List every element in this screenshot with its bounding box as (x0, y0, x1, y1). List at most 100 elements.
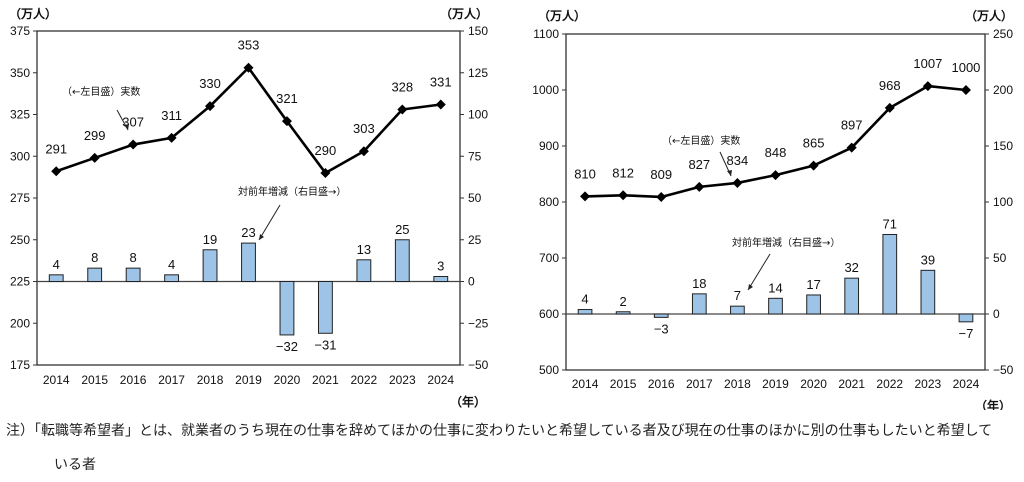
left-chart-left-tick-label: 350 (10, 66, 30, 80)
left-chart-x-tick-label: 2017 (158, 373, 185, 387)
left-chart-left-tick-label: 250 (10, 233, 30, 247)
left-chart-bar (202, 249, 218, 283)
left-chart-line-data-label: 299 (84, 128, 106, 143)
right-chart-bar-data-label: 39 (921, 252, 935, 267)
left-chart-right-tick-label: 50 (468, 191, 482, 205)
right-chart-bar (882, 233, 898, 315)
left-chart-left-tick-label: 225 (10, 275, 30, 289)
right-chart-annotation-line-arrowhead (727, 170, 732, 176)
left-chart-annotation-bar-arrow (258, 204, 281, 241)
left-chart-bar (241, 242, 256, 282)
left-chart-line-data-label: 330 (199, 76, 221, 91)
left-chart-bar (48, 274, 64, 283)
left-chart-annotation-bar: 対前年増減（右目盛→） (238, 185, 346, 198)
right-chart-x-tick-label: 2023 (915, 377, 942, 391)
right-chart-right-tick-label: 100 (993, 195, 1013, 209)
left-chart-right-tick-label: 150 (468, 24, 488, 38)
right-chart-left-unit-label: （万人） (538, 8, 586, 23)
left-chart-line-marker (397, 104, 408, 115)
right-chart-line-data-label: 827 (688, 157, 710, 172)
right-chart-left-tick-label: 600 (539, 307, 559, 321)
left-chart-x-tick-label: 2024 (427, 373, 454, 387)
left-chart-line-data-label: 311 (161, 108, 182, 123)
left-chart-bar-data-label: 4 (53, 257, 60, 272)
left-chart-bar (87, 267, 103, 283)
right-chart-x-tick-label: 2019 (762, 377, 789, 391)
right-chart-annotation-line: （←左目盛）実数 (662, 134, 740, 147)
left-chart-line-marker (166, 132, 177, 143)
right-chart-bar (920, 269, 936, 315)
right-chart-line-data-label: 834 (727, 153, 749, 168)
left-chart-right-tick-label: 0 (468, 275, 475, 289)
right-chart-line-data-label: 968 (879, 78, 901, 93)
left-chart-line-data-label: 321 (276, 91, 298, 106)
right-chart-bar (653, 313, 669, 318)
left-chart-left-unit-label: （万人） (9, 6, 57, 21)
right-chart-line-data-label: 1007 (913, 56, 942, 71)
left-chart-left-tick-label: 375 (10, 24, 30, 38)
left-chart-x-tick-label: 2015 (81, 373, 108, 387)
right-chart-bar (577, 309, 593, 315)
right-chart-x-tick-label: 2017 (686, 377, 713, 391)
right-chart-line-data-label: 848 (765, 145, 787, 160)
right-chart-x-tick-label: 2016 (648, 377, 675, 391)
left-chart-bar-data-label: −31 (314, 337, 336, 352)
left-chart-annotation-line: （←左目盛）実数 (62, 85, 140, 98)
left-chart-bar-data-label: 3 (437, 258, 444, 273)
right-chart-bar-data-label: −7 (959, 326, 974, 341)
left-chart-line-data-label: 328 (391, 79, 413, 94)
left-chart-line-data-label: 291 (45, 141, 67, 156)
right-chart-left-tick-label: 500 (539, 363, 559, 377)
right-chart-line-marker (770, 170, 781, 181)
right-chart-bar (958, 313, 974, 323)
left-chart-bar (164, 274, 180, 283)
footnote-line-1: 注）「転職等希望者」とは、就業者のうち現在の仕事を辞めてほかの仕事に変わりたいと… (6, 423, 993, 439)
left-chart-bar (317, 281, 333, 334)
right-chart-line-marker (656, 191, 667, 202)
left-chart-x-tick-label: 2018 (197, 373, 224, 387)
right-chart-left-tick-label: 800 (539, 195, 559, 209)
left-chart-x-tick-label: 2020 (274, 373, 301, 387)
left-chart-bar-data-label: −32 (276, 339, 298, 354)
left-chart-bar (356, 259, 372, 283)
right-chart-plot-frame (565, 33, 986, 371)
left-chart-right-tick-label: 100 (468, 108, 488, 122)
right-chart-bar-data-label: 71 (883, 216, 897, 231)
left-chart-x-tick-label: 2021 (312, 373, 339, 387)
right-chart-bar-data-label: 18 (692, 276, 706, 291)
left-chart-x-tick-label: 2023 (389, 373, 416, 387)
right-chart-x-tick-label: 2021 (838, 377, 865, 391)
right-chart-bar (691, 293, 707, 315)
right-chart-line-marker (694, 181, 705, 192)
left-chart-bar-data-label: 23 (241, 225, 255, 240)
right-chart-left-tick-label: 900 (539, 139, 559, 153)
right-chart-left-tick-label: 700 (539, 251, 559, 265)
right-chart-line-data-label: 812 (612, 165, 634, 180)
right-chart-line-marker (732, 177, 743, 188)
right-chart-x-tick-label: 2020 (800, 377, 827, 391)
right-chart-x-axis-title: （年） (975, 398, 1011, 410)
right-chart-left-tick-label: 1000 (532, 83, 559, 97)
left-chart-line-data-label: 331 (430, 74, 452, 89)
right-chart-bar (615, 311, 631, 315)
right-chart-right-unit-label: （万人） (965, 8, 1013, 23)
right-chart-right-tick-label: 200 (993, 83, 1013, 97)
left-chart-x-tick-label: 2014 (43, 373, 70, 387)
left-chart-line-marker (320, 167, 331, 178)
right-chart-line-marker (808, 160, 819, 171)
right-chart-left-tick-label: 1100 (533, 27, 559, 41)
right-chart-line-marker (846, 142, 857, 153)
left-chart-x-tick-label: 2022 (351, 373, 378, 387)
right-chart-bar (730, 305, 745, 315)
left-chart-right-tick-label: −25 (468, 316, 489, 330)
left-chart-line-series (55, 66, 441, 175)
right-chart-bar (844, 277, 860, 315)
left-chart-line-data-label: 353 (238, 38, 260, 53)
left-chart-x-tick-label: 2019 (235, 373, 262, 387)
left-chart-line-data-label: 307 (122, 115, 144, 130)
right-chart-annotation-bar-arrowhead (748, 284, 753, 290)
left-chart-bar (394, 239, 410, 282)
right-chart-bar-data-label: 14 (768, 280, 782, 295)
left-chart-line-marker (51, 166, 62, 177)
left-chart-right-tick-label: 125 (468, 66, 488, 80)
